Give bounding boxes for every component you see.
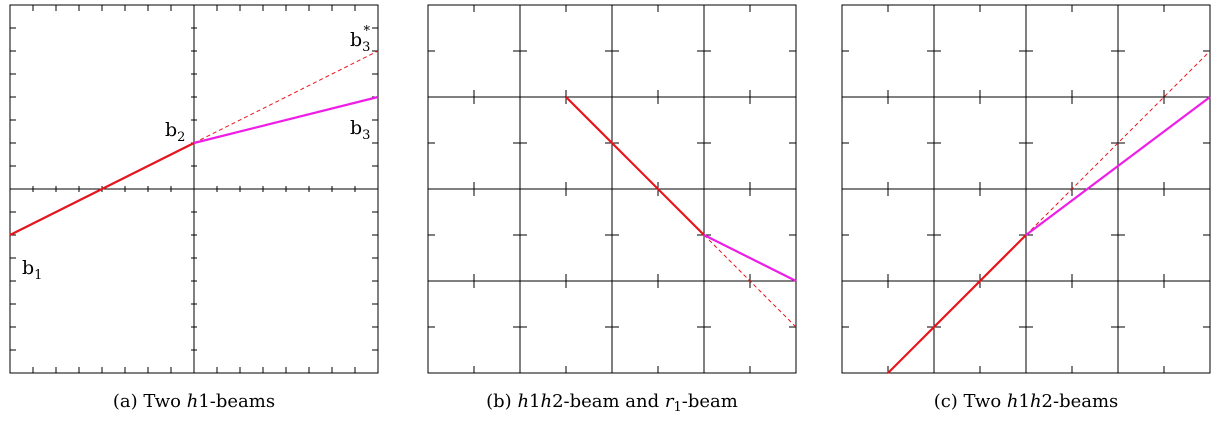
label-b3: b3	[350, 117, 370, 143]
beam-b2-b3	[193, 95, 379, 145]
beam-b1-b2	[9, 142, 195, 236]
panel-c-ticks	[842, 5, 1210, 373]
panel-c-grid	[841, 4, 1211, 374]
beam-h1h2	[565, 96, 705, 236]
panel-c: (c) Two h1h2-beams	[841, 4, 1211, 412]
beam-r1	[703, 234, 797, 282]
beam-h1h2-first	[887, 234, 1027, 374]
beam-b2-b3-star-extension	[193, 50, 379, 144]
panel-b-grid	[427, 4, 797, 374]
label-b3-star: b3*	[350, 24, 370, 55]
beam-h1h2-first-extension	[1025, 50, 1211, 236]
panel-b: (b) h1h2-beam and r1-beam	[427, 4, 797, 415]
beam-h1h2-second	[1025, 96, 1211, 236]
panel-a: b1 b2 b3 b3* (a) Two h1-beams	[9, 4, 379, 412]
caption-c: (c) Two h1h2-beams	[934, 391, 1119, 412]
beam-h1h2-extension	[703, 234, 797, 328]
label-b1: b1	[22, 257, 42, 283]
caption-a: (a) Two h1-beams	[113, 391, 275, 412]
caption-b: (b) h1h2-beam and r1-beam	[486, 391, 738, 415]
label-b2: b2	[165, 119, 185, 145]
